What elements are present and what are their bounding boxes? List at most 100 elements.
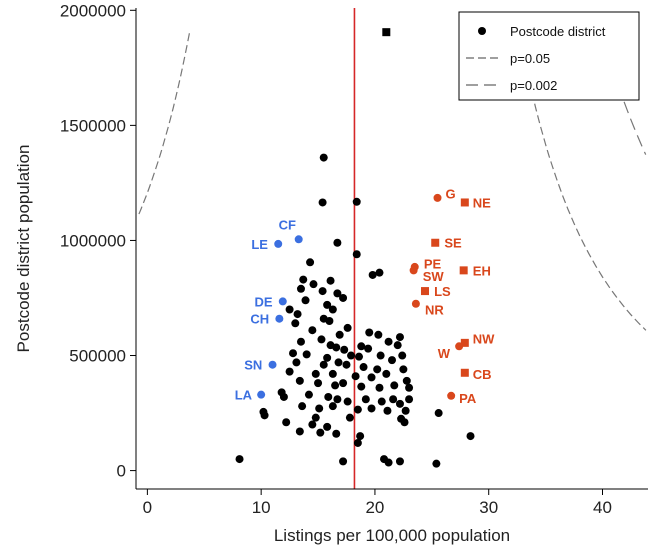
data-point [301,296,310,305]
data-point [334,358,343,367]
data-point [352,250,361,259]
data-point [382,369,391,378]
data-point [295,427,304,436]
data-point-ne [460,198,469,207]
data-point [309,280,318,289]
data-point [279,392,288,401]
data-point [314,379,323,388]
data-point [235,455,244,464]
data-point [383,406,392,415]
point-label-pa: PA [459,391,477,406]
x-tick-label: 0 [143,498,152,517]
data-point [395,457,404,466]
data-point [384,458,393,467]
x-axis-title: Listings per 100,000 population [274,526,510,545]
legend-label-p05: p=0.05 [510,51,550,66]
data-point-g [433,193,442,202]
legend-label-p002: p=0.002 [510,78,557,93]
y-tick-label: 1000000 [60,231,126,250]
legend-marker-icon [478,27,486,35]
data-point [389,395,398,404]
data-point [432,459,441,468]
data-point [328,369,337,378]
data-point [332,429,341,438]
data-point [315,404,324,413]
legend: Postcode district p=0.05 p=0.002 [458,11,640,101]
point-label-le: LE [251,237,268,252]
data-point [339,379,348,388]
funnel-curve-p005-lower [137,33,190,217]
data-point [282,418,291,427]
data-point-w [455,342,464,351]
data-point [395,333,404,342]
data-point-ch [275,314,284,323]
data-point [333,289,342,298]
data-point [375,383,384,392]
data-point [342,360,351,369]
data-point [293,310,302,319]
data-point [340,345,349,354]
point-label-nr: NR [425,302,444,317]
data-point [333,395,342,404]
funnel-curve-p005-upper [518,33,647,331]
data-point [292,358,301,367]
data-point [323,300,332,309]
data-point [319,153,328,162]
data-point [339,457,348,466]
data-point [291,319,300,328]
data-point [405,383,414,392]
y-axis-title: Postcode district population [14,145,33,353]
data-point [302,350,311,359]
data-point [285,367,294,376]
data-point [323,422,332,431]
y-tick-label: 2000000 [60,1,126,20]
data-point [374,330,383,339]
data-point [390,381,399,390]
data-point-la [257,390,266,399]
data-point [289,349,298,358]
data-point [326,276,335,285]
data-point [316,428,325,437]
y-tick-label: 1500000 [60,116,126,135]
data-point [299,275,308,284]
data-point [285,305,294,314]
data-point-eh [459,266,468,275]
point-label-w: W [438,346,451,361]
data-point [364,344,373,353]
data-point [260,411,269,420]
point-label-se: SE [444,236,462,251]
data-point [382,28,391,37]
data-point [347,351,356,360]
point-label-ls: LS [434,284,451,299]
data-point [359,363,368,372]
data-point [296,337,305,346]
legend-label-postcode: Postcode district [510,24,606,39]
x-tick-label: 10 [252,498,271,517]
data-point [376,351,385,360]
point-label-sn: SN [244,358,262,373]
data-point [295,376,304,385]
data-point [352,197,361,206]
data-point [318,198,327,207]
data-point [311,413,320,422]
data-point-cb [460,368,469,377]
point-label-nw: NW [473,331,495,346]
data-point [365,328,374,337]
point-label-eh: EH [473,263,491,278]
data-point [434,409,443,418]
data-point [328,402,337,411]
data-point [405,395,414,404]
data-point-sw [409,266,418,275]
y-tick-label: 500000 [69,347,126,366]
data-point-nr [411,299,420,308]
data-point [343,397,352,406]
data-point [328,305,337,314]
data-point [356,432,365,441]
data-point [304,390,313,399]
data-point [351,372,360,381]
data-point [306,258,315,267]
point-label-de: DE [254,294,272,309]
data-point [311,369,320,378]
data-point [377,397,386,406]
